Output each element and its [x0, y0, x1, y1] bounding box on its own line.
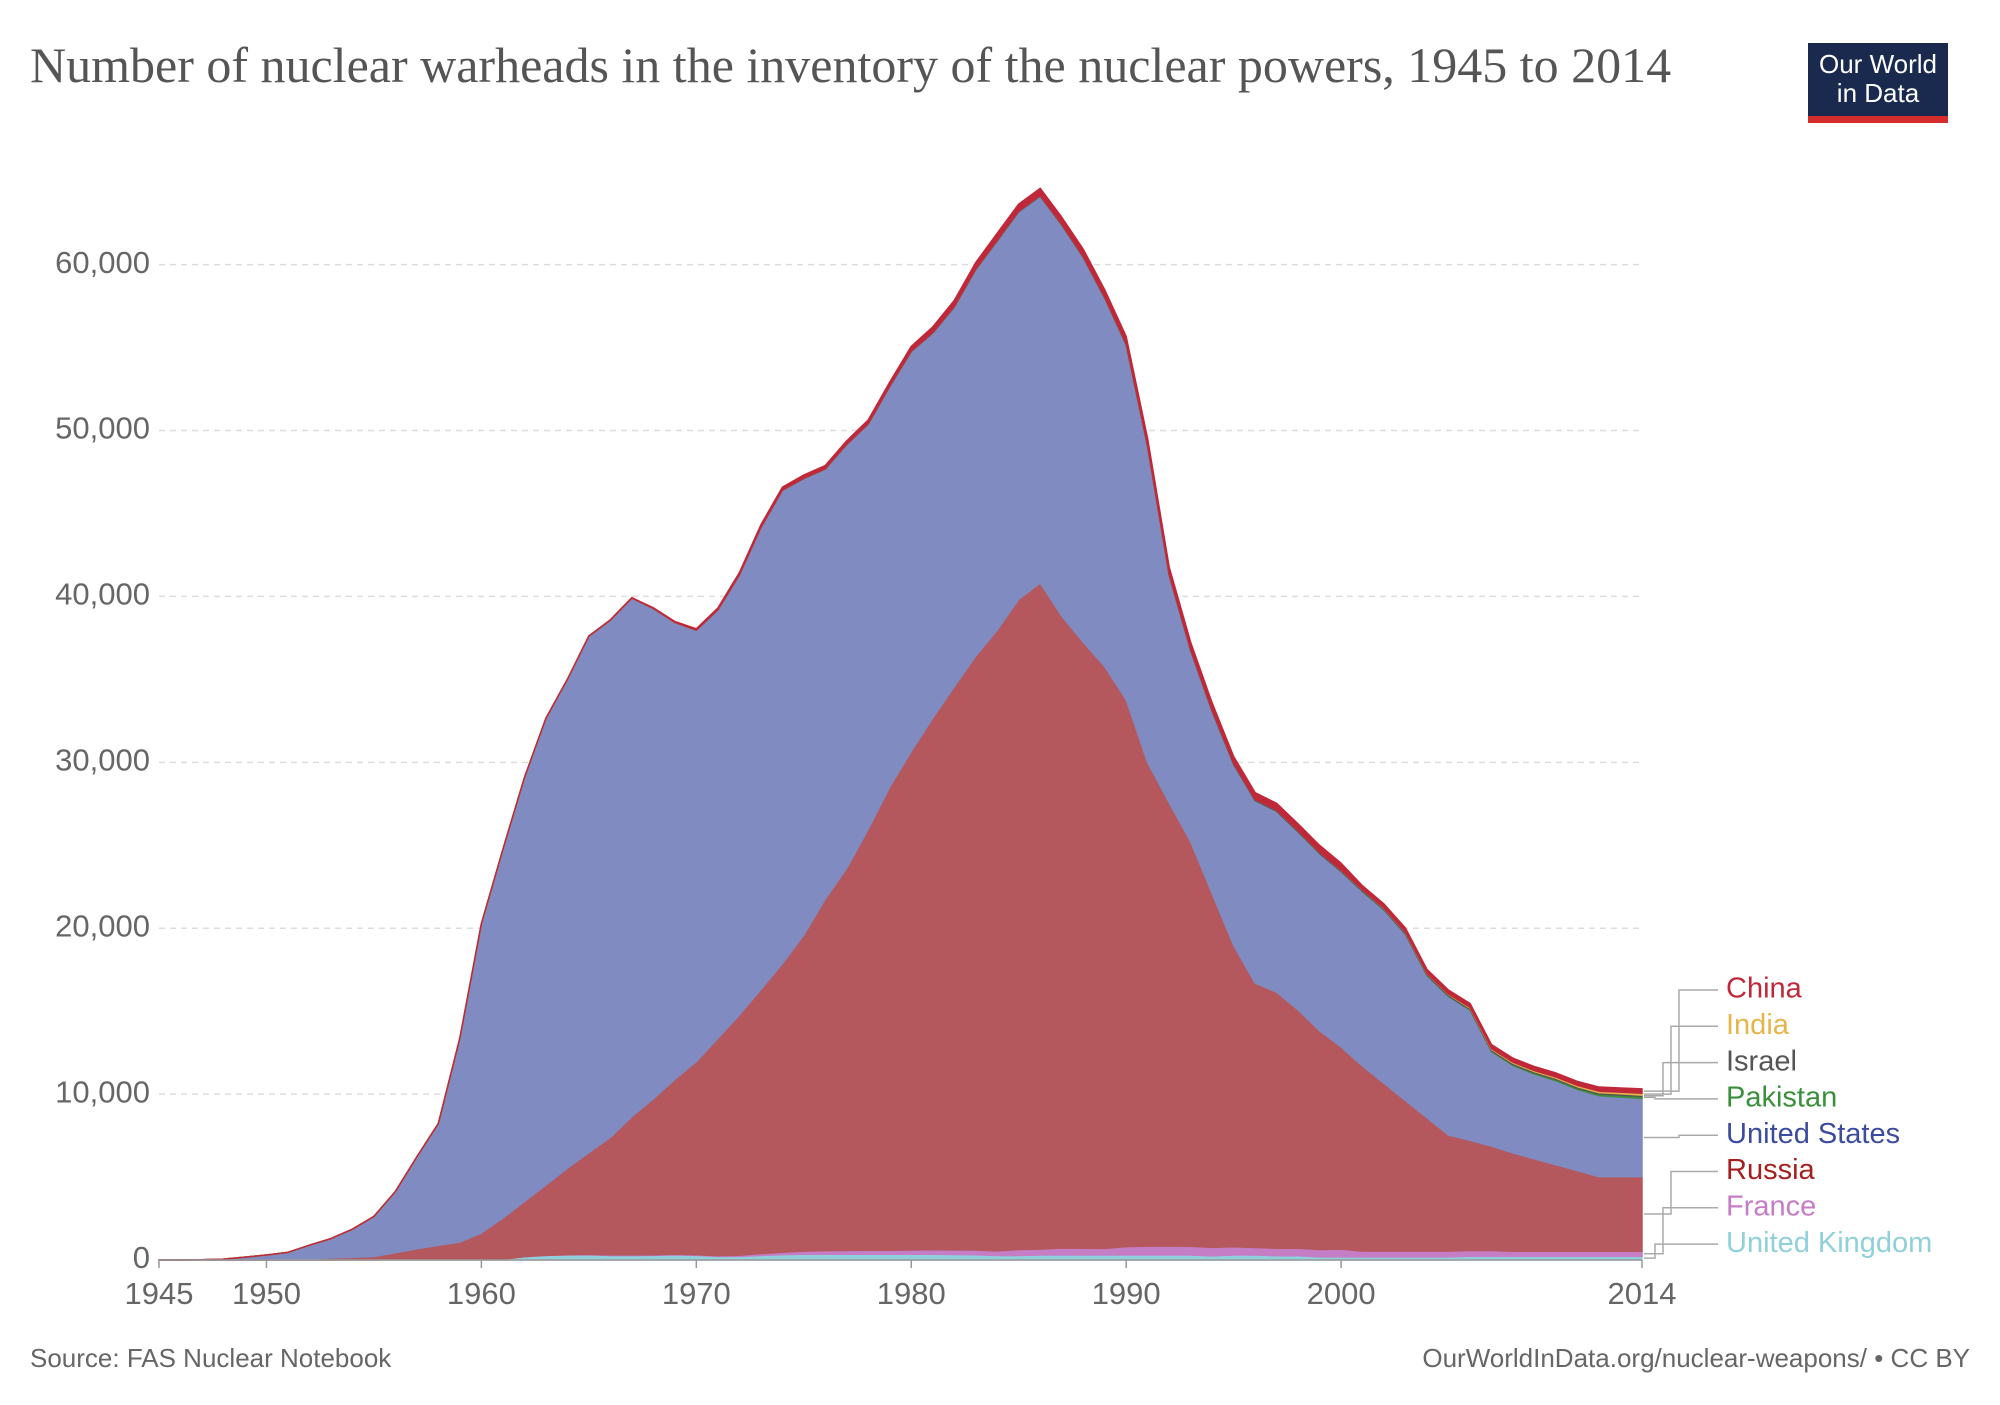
- legend-label: United Kingdom: [1726, 1227, 1932, 1259]
- x-tick-label: 2000: [1307, 1276, 1376, 1311]
- x-tick-label: 1950: [232, 1276, 301, 1311]
- source: Source: FAS Nuclear Notebook: [30, 1343, 392, 1373]
- y-tick-label: 0: [133, 1240, 150, 1275]
- legend-label: China: [1726, 973, 1803, 1005]
- legend-label: France: [1726, 1190, 1816, 1222]
- legend-connector: [1644, 1243, 1718, 1259]
- y-tick-label: 20,000: [55, 908, 150, 943]
- x-tick-label: 2014: [1608, 1276, 1677, 1311]
- credit[interactable]: OurWorldInData.org/nuclear-weapons/ • CC…: [1422, 1343, 1970, 1373]
- x-tick-label: 1960: [447, 1276, 516, 1311]
- x-tick-label: 1970: [662, 1276, 731, 1311]
- x-tick-label: 1990: [1092, 1276, 1161, 1311]
- y-tick-label: 10,000: [55, 1074, 150, 1109]
- legend-connector: [1644, 1134, 1718, 1139]
- legend-label: Russia: [1726, 1154, 1816, 1186]
- chart-title: Number of nuclear warheads in the invent…: [30, 37, 1672, 93]
- legend-label: Israel: [1726, 1045, 1797, 1077]
- legend-connector: [1644, 989, 1718, 1092]
- legend-connector: [1644, 1096, 1718, 1100]
- area: [158, 187, 1643, 1261]
- y-tick-label: 50,000: [55, 411, 150, 446]
- x-tick-label: 1980: [877, 1276, 946, 1311]
- y-tick-label: 40,000: [55, 577, 150, 612]
- x-tick-label: 1945: [125, 1276, 194, 1311]
- legend-connector: [1644, 1170, 1718, 1215]
- legend-label: India: [1726, 1009, 1790, 1041]
- y-tick-label: 60,000: [55, 245, 150, 280]
- y-tick-label: 30,000: [55, 743, 150, 778]
- legend-label: United States: [1726, 1118, 1900, 1150]
- legend-label: Pakistan: [1726, 1082, 1837, 1114]
- legend-connector: [1644, 1207, 1718, 1255]
- legend-connector: [1644, 1061, 1718, 1097]
- logo[interactable]: Our World in Data: [1808, 43, 1948, 123]
- legend-connector: [1644, 1025, 1718, 1095]
